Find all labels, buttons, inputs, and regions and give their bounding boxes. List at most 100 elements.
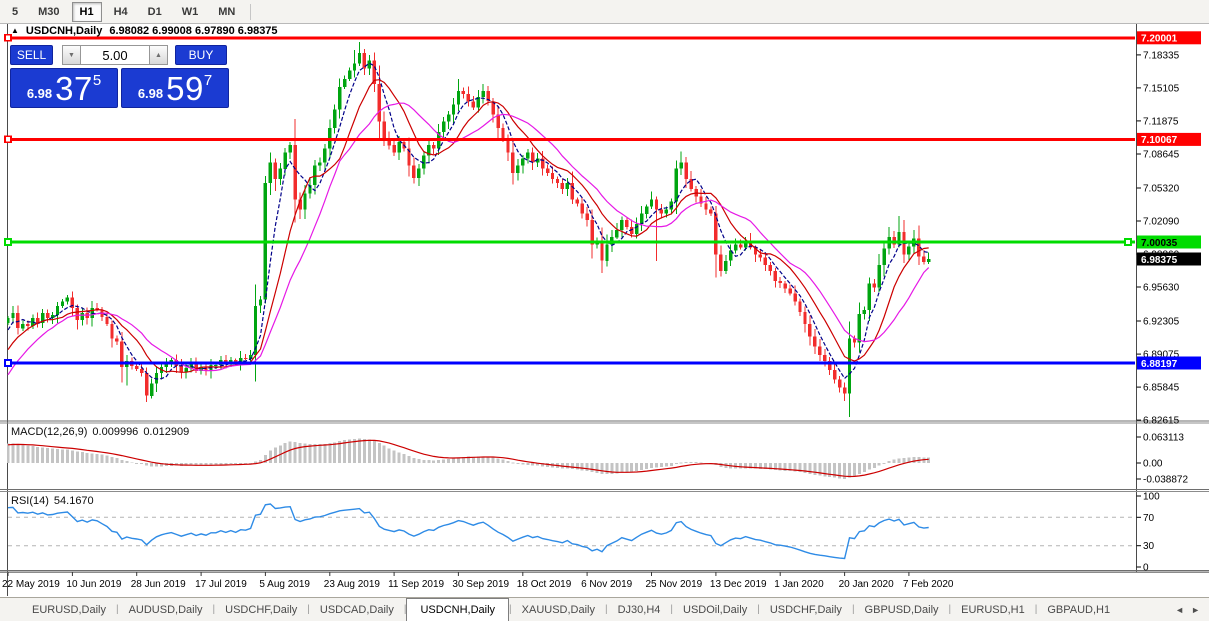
svg-text:6.92305: 6.92305: [1143, 317, 1180, 328]
chart-ohlc-values: 6.98082 6.99008 6.97890 6.98375: [109, 25, 278, 37]
symbol-tab-gbpaud-h1[interactable]: GBPAUD,H1: [1047, 603, 1111, 616]
tab-separator: |: [509, 604, 512, 615]
symbol-tab-usdcnh-daily[interactable]: USDCNH,Daily: [406, 598, 510, 621]
timeframe-button-H1[interactable]: H1: [71, 1, 102, 22]
buy-button[interactable]: BUY: [175, 45, 227, 65]
hline-handle[interactable]: [1124, 238, 1132, 246]
hline-handle[interactable]: [4, 33, 12, 42]
date-label: 18 Oct 2019: [517, 579, 572, 590]
buy-price-point: 7: [203, 72, 213, 89]
timeframe-button-H4[interactable]: H4: [106, 2, 136, 22]
tab-separator: |: [1034, 604, 1038, 615]
tab-scroll-right-icon[interactable]: ►: [1191, 604, 1200, 615]
svg-text:0: 0: [1143, 563, 1149, 574]
date-label: 17 Jul 2019: [195, 579, 247, 590]
date-axis: 22 May 2019 10 Jun 2019 28 Jun 2019 17 Jul …: [2, 572, 954, 590]
timeframe-button-D1[interactable]: D1: [140, 2, 170, 22]
svg-text:7.15105: 7.15105: [1143, 83, 1180, 94]
svg-text:6.95630: 6.95630: [1143, 283, 1180, 294]
hline-handle[interactable]: [4, 359, 12, 367]
ma-5-line: [7, 62, 929, 380]
macd-signal-line: [7, 439, 929, 478]
lot-decrease-button[interactable]: ▼: [62, 45, 81, 65]
rsi-name: RSI(14): [11, 495, 49, 507]
svg-text:6.98375: 6.98375: [1141, 255, 1178, 266]
chart-symbol-period: USDCNH,Daily: [25, 25, 103, 37]
symbol-tab-usdchf-daily[interactable]: USDCHF,Daily: [225, 603, 298, 616]
symbol-tab-usdcad-daily[interactable]: USDCAD,Daily: [319, 603, 394, 616]
horizontal-level-lines[interactable]: [4, 33, 1135, 367]
lot-increase-button[interactable]: ▲: [149, 45, 168, 65]
tab-separator: |: [307, 604, 310, 615]
symbol-tab-gbpusd-daily[interactable]: GBPUSD,Daily: [864, 603, 939, 616]
date-label: 11 Sep 2019: [388, 579, 444, 590]
collapse-icon[interactable]: ▲: [11, 26, 19, 35]
tab-separator: |: [403, 604, 407, 615]
hline-handle[interactable]: [4, 135, 12, 144]
arrow-up-icon: ▲: [155, 51, 162, 59]
date-label: 30 Sep 2019: [452, 579, 509, 590]
sell-price-box[interactable]: 6.98 37 5: [10, 68, 118, 108]
rsi-indicator-label: RSI(14) 54.1670: [11, 495, 99, 507]
symbol-tab-bar: EURUSD,Daily | AUDUSD,Daily | USDCHF,Daily | U…: [0, 597, 1209, 621]
tab-separator: |: [757, 604, 760, 615]
svg-text:100: 100: [1143, 492, 1160, 503]
tab-separator: |: [605, 604, 608, 615]
sell-price-pips: 37: [55, 69, 93, 107]
svg-text:7.05320: 7.05320: [1143, 184, 1180, 195]
date-label: 25 Nov 2019: [646, 579, 703, 590]
rsi-line: [7, 503, 929, 560]
date-label: 5 Aug 2019: [259, 579, 310, 590]
tab-separator: |: [115, 604, 119, 615]
symbol-tab-dj30-h4[interactable]: DJ30,H4: [617, 603, 661, 616]
buy-price-pips: 59: [166, 69, 204, 107]
tab-separator: |: [948, 604, 952, 615]
date-label: 22 May 2019: [2, 579, 60, 590]
svg-text:7.18335: 7.18335: [1143, 50, 1180, 61]
svg-text:7.00035: 7.00035: [1141, 238, 1178, 249]
symbol-tab-eurusd-h1[interactable]: EURUSD,H1: [961, 603, 1025, 616]
timeframe-toolbar: 5 M30 H1 H4 D1 W1 MN: [0, 0, 1209, 24]
hline-handle[interactable]: [4, 238, 12, 246]
timeframe-button-MN[interactable]: MN: [210, 2, 243, 22]
symbol-tab-xauusd-daily[interactable]: XAUUSD,Daily: [521, 603, 595, 616]
buy-price-prefix: 6.98: [137, 86, 164, 101]
symbol-tab-audusd-daily[interactable]: AUDUSD,Daily: [128, 603, 203, 616]
buy-price-box[interactable]: 6.98 59 7: [121, 68, 229, 108]
ma-10-line: [7, 79, 929, 373]
date-label: 23 Aug 2019: [324, 579, 381, 590]
sell-button[interactable]: SELL: [10, 45, 53, 65]
moving-average-lines: [7, 62, 930, 380]
symbol-tab-eurusd-daily[interactable]: EURUSD,Daily: [32, 603, 106, 616]
svg-text:7.02090: 7.02090: [1143, 217, 1180, 228]
timeframe-button-W1[interactable]: W1: [174, 2, 207, 22]
timeframe-button-M30[interactable]: M30: [30, 2, 67, 22]
svg-text:-0.038872: -0.038872: [1143, 475, 1188, 486]
macd-value: 0.009996: [92, 426, 139, 438]
date-label: 6 Nov 2019: [581, 579, 633, 590]
svg-text:7.08645: 7.08645: [1143, 150, 1180, 161]
lot-size-input[interactable]: [81, 45, 149, 65]
timeframe-button-5[interactable]: 5: [4, 2, 26, 22]
symbol-tab-usdchf-daily[interactable]: USDCHF,Daily: [769, 603, 842, 616]
tab-scroll-left-icon[interactable]: ◄: [1175, 604, 1185, 615]
date-label: 1 Jan 2020: [774, 579, 824, 590]
chart-title: ▲ USDCNH,Daily 6.98082 6.99008 6.97890 6…: [11, 25, 278, 37]
date-label: 13 Dec 2019: [710, 579, 767, 590]
svg-text:6.89075: 6.89075: [1143, 350, 1180, 361]
toolbar-separator: [250, 3, 252, 20]
svg-text:6.82615: 6.82615: [1143, 416, 1180, 427]
svg-text:6.88197: 6.88197: [1141, 359, 1178, 370]
current-price-label: [1137, 252, 1201, 266]
date-label: 7 Feb 2020: [903, 579, 954, 590]
svg-text:0.00: 0.00: [1143, 459, 1163, 470]
svg-text:70: 70: [1143, 513, 1155, 524]
svg-text:6.85845: 6.85845: [1143, 383, 1180, 394]
chart-frame: [0, 24, 1209, 596]
rsi-value: 54.1670: [53, 495, 94, 507]
symbol-tab-usdoil-daily[interactable]: USDOil,Daily: [683, 603, 748, 616]
rsi-panel: [7, 503, 1135, 560]
one-click-trading-panel: SELL ▼ ▲ BUY 6.98 37 5 6.98 59 7: [10, 45, 229, 108]
